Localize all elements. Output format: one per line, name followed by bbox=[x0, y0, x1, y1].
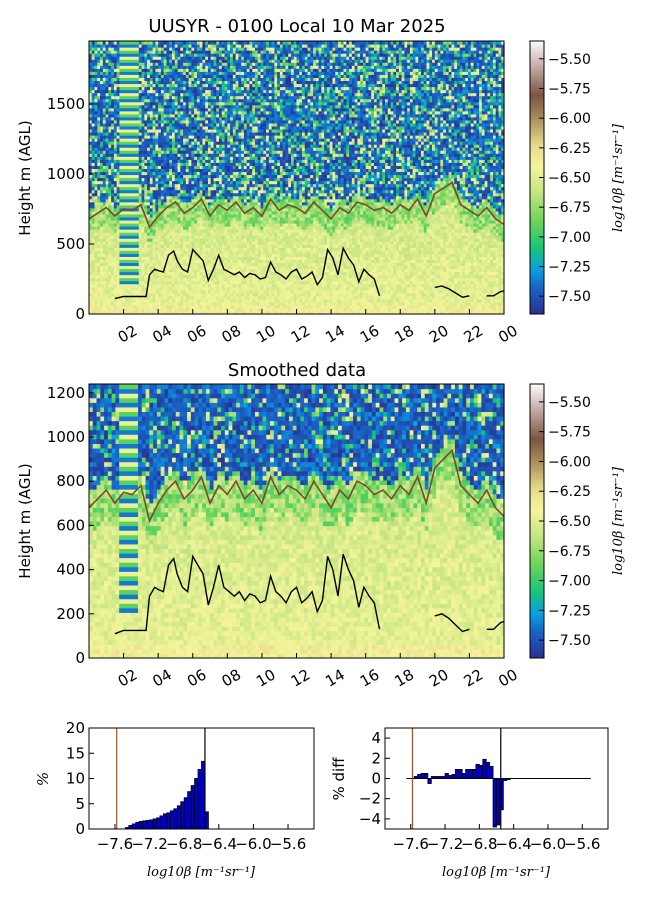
raw-panel: UUSYR - 0100 Local 10 Mar 2025 050010001… bbox=[16, 16, 626, 347]
raw-title: UUSYR - 0100 Local 10 Mar 2025 bbox=[148, 16, 445, 37]
